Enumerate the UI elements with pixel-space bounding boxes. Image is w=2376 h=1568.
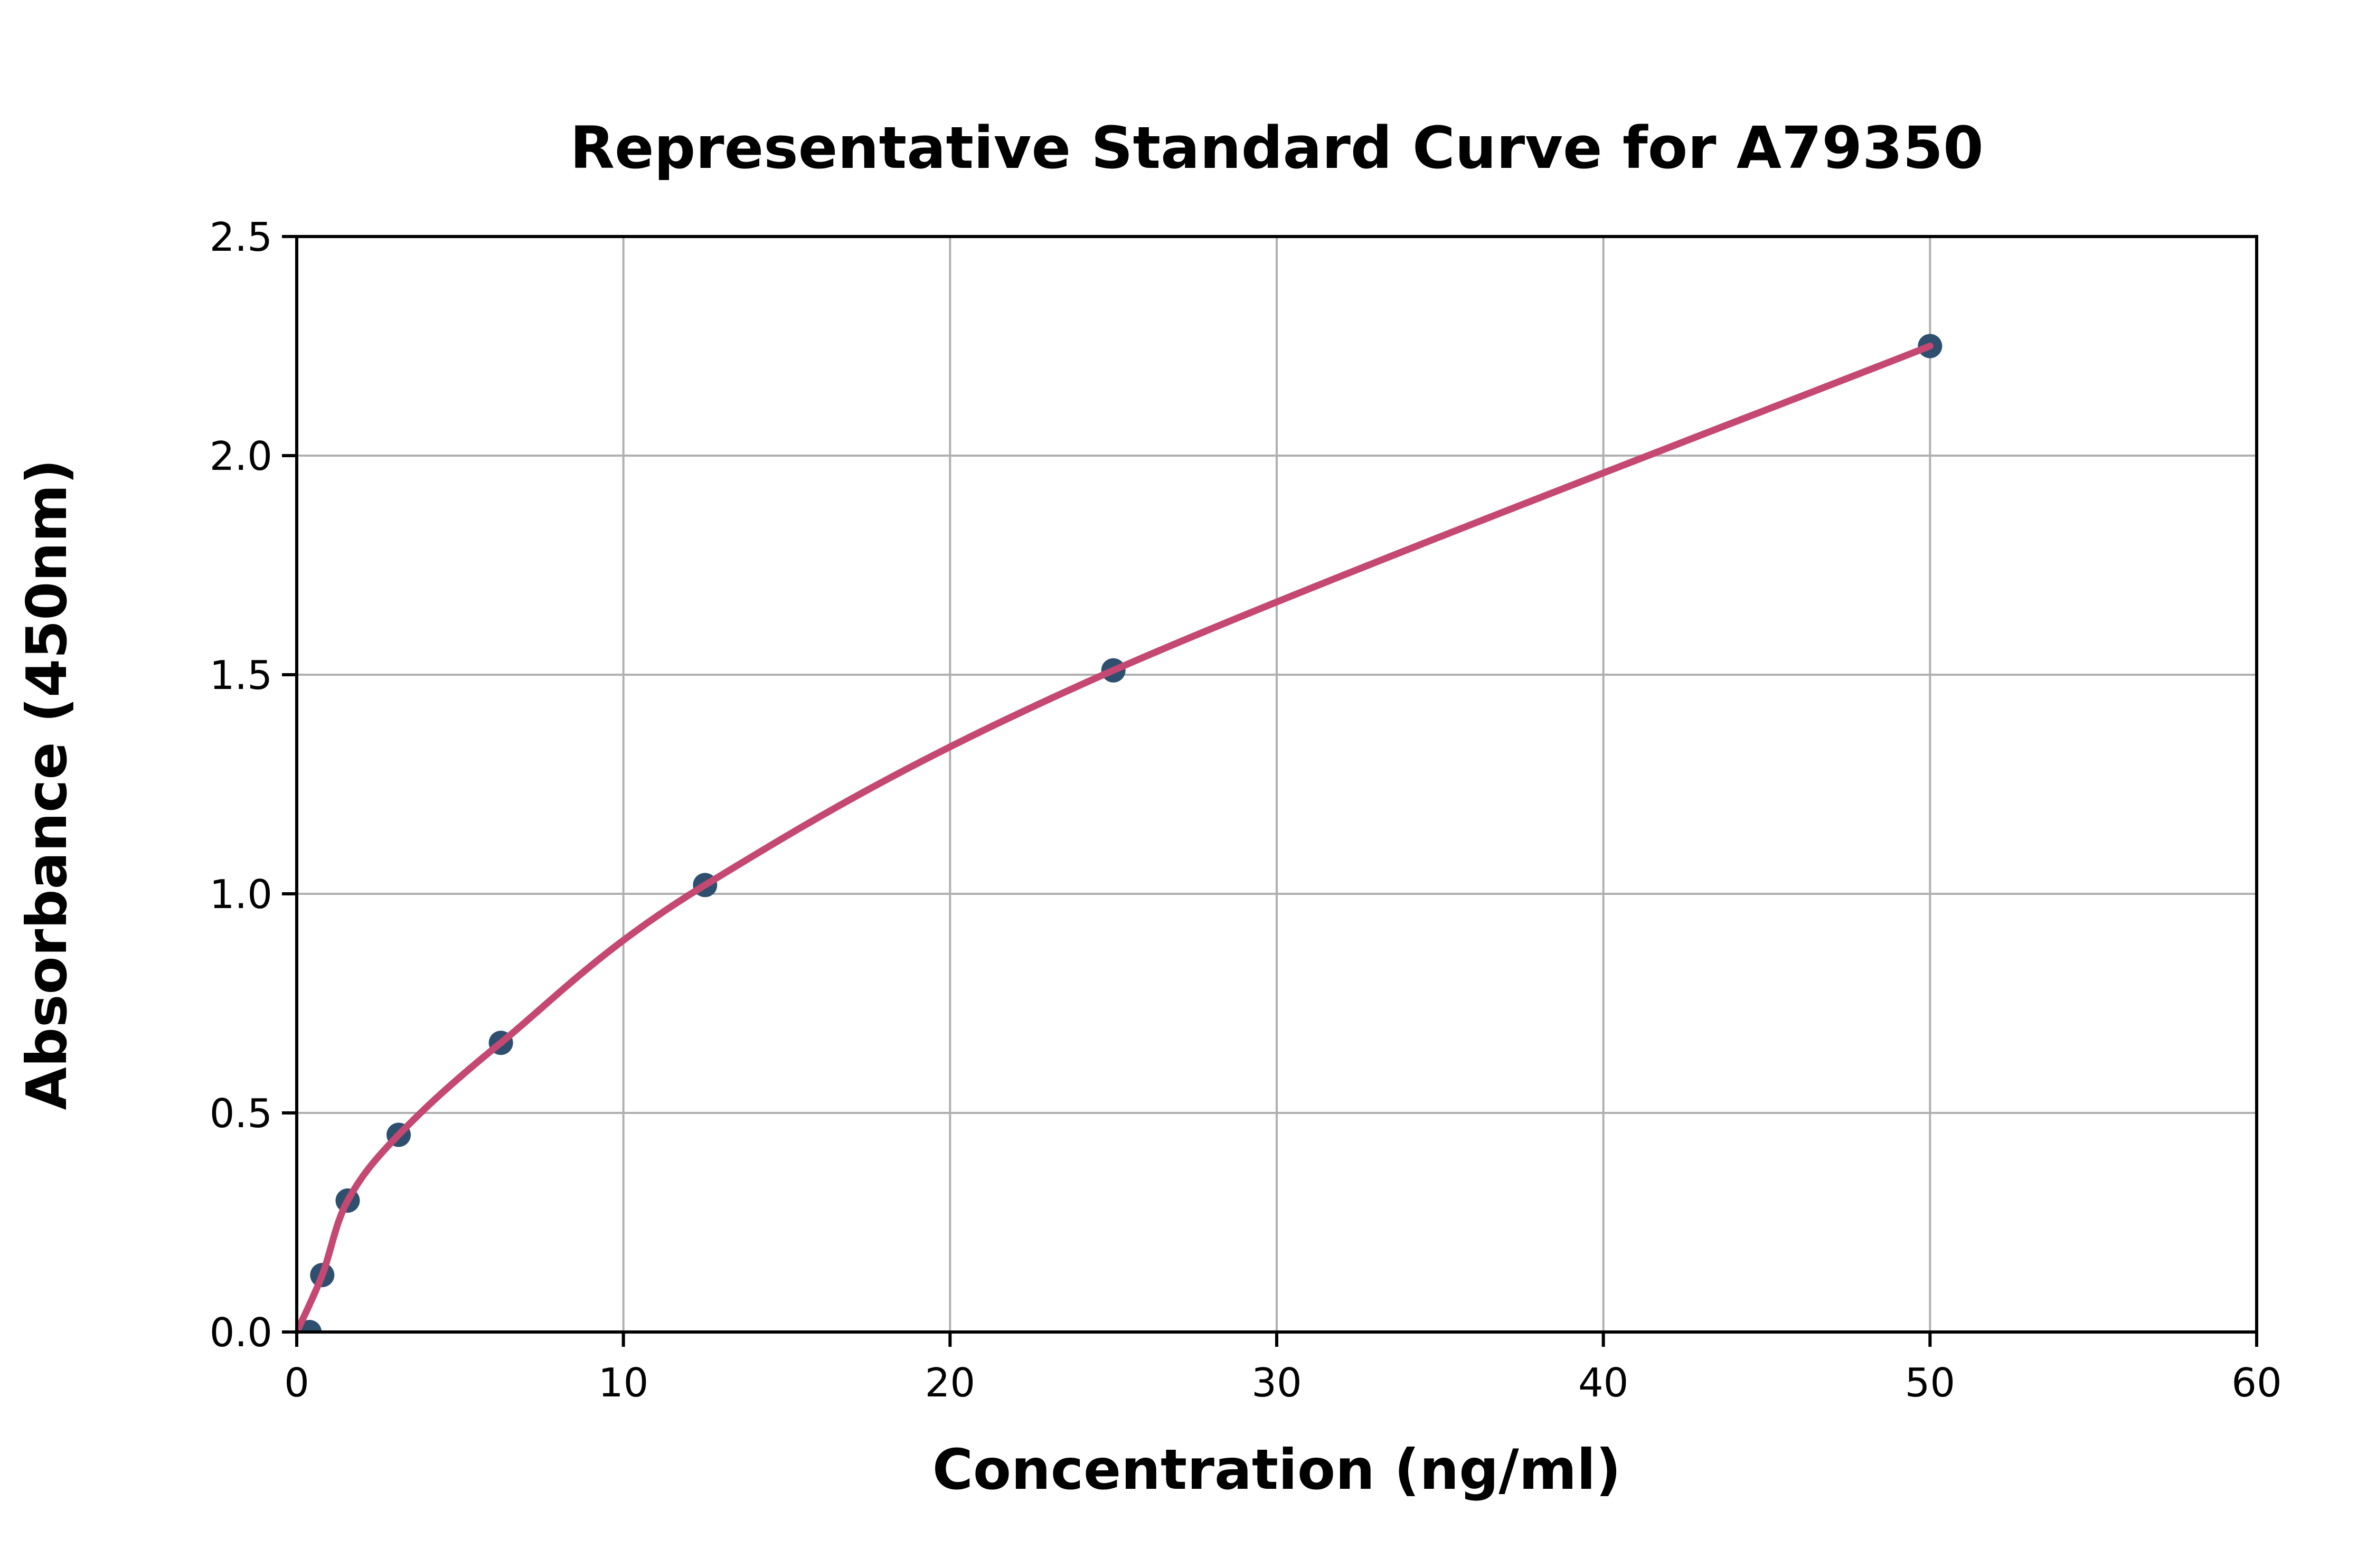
y-tick-label: 0.0: [210, 1309, 272, 1356]
x-tick-label: 60: [2231, 1359, 2281, 1406]
plot-frame: [295, 235, 2258, 1334]
x-tick-label: 20: [925, 1359, 975, 1406]
tick-labels: 0 10 20 30 40 50 60 0.0 0.5 1.0 1.5 2.0 2.5: [210, 214, 2282, 1406]
y-tick-label: 2.0: [210, 433, 272, 479]
x-tick-label: 50: [1905, 1359, 1955, 1406]
chart-title: Representative Standard Curve for A79350: [570, 114, 1983, 182]
y-tick-label: 1.0: [210, 871, 272, 918]
data-points: [297, 334, 1943, 1332]
y-tick-label: 0.5: [210, 1090, 272, 1137]
fit-curve-layer: [297, 343, 1934, 1332]
x-tick-label: 30: [1251, 1359, 1302, 1406]
x-tick-label: 10: [598, 1359, 648, 1406]
gridlines: [297, 237, 2257, 1332]
x-tick-label: 0: [284, 1359, 309, 1406]
fit-curve: [297, 343, 1934, 1332]
axis-ticks: [282, 235, 2258, 1347]
y-axis-label: Absorbance (450nm): [15, 459, 79, 1110]
y-tick-label: 1.5: [210, 652, 272, 698]
y-tick-label: 2.5: [210, 214, 272, 260]
x-tick-label: 40: [1578, 1359, 1628, 1406]
x-axis-label: Concentration (ng/ml): [932, 1438, 1621, 1502]
